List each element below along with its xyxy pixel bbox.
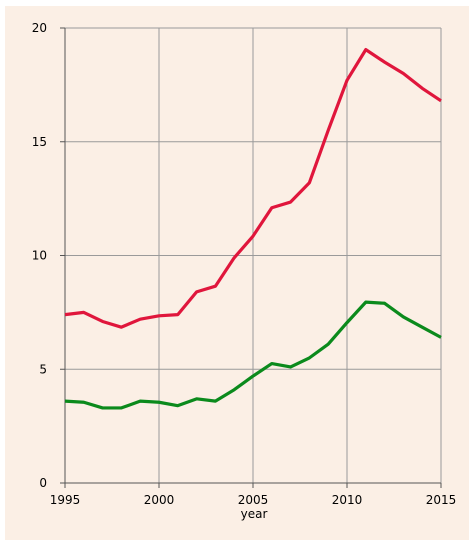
y-tick-label: 0: [39, 476, 47, 490]
x-axis-label: year: [241, 507, 268, 521]
y-tick-label: 5: [39, 362, 47, 376]
x-tick-label: 2010: [332, 493, 363, 507]
series-lines: [64, 48, 442, 410]
y-tick-label: 10: [32, 249, 47, 263]
y-tick-label: 20: [32, 21, 47, 35]
x-tick-label: 2005: [238, 493, 269, 507]
axes: [60, 27, 442, 488]
x-tick-label: 1995: [50, 493, 81, 507]
x-tick-label: 2000: [144, 493, 175, 507]
tick-labels: 1995 2000 2005 2010 2015 0 5 10 15 20: [32, 21, 457, 507]
x-tick-label: 2015: [426, 493, 457, 507]
series-line-1: [64, 48, 442, 329]
y-tick-label: 15: [32, 135, 47, 149]
series-line-2: [64, 300, 442, 410]
chart-background: [5, 6, 469, 540]
